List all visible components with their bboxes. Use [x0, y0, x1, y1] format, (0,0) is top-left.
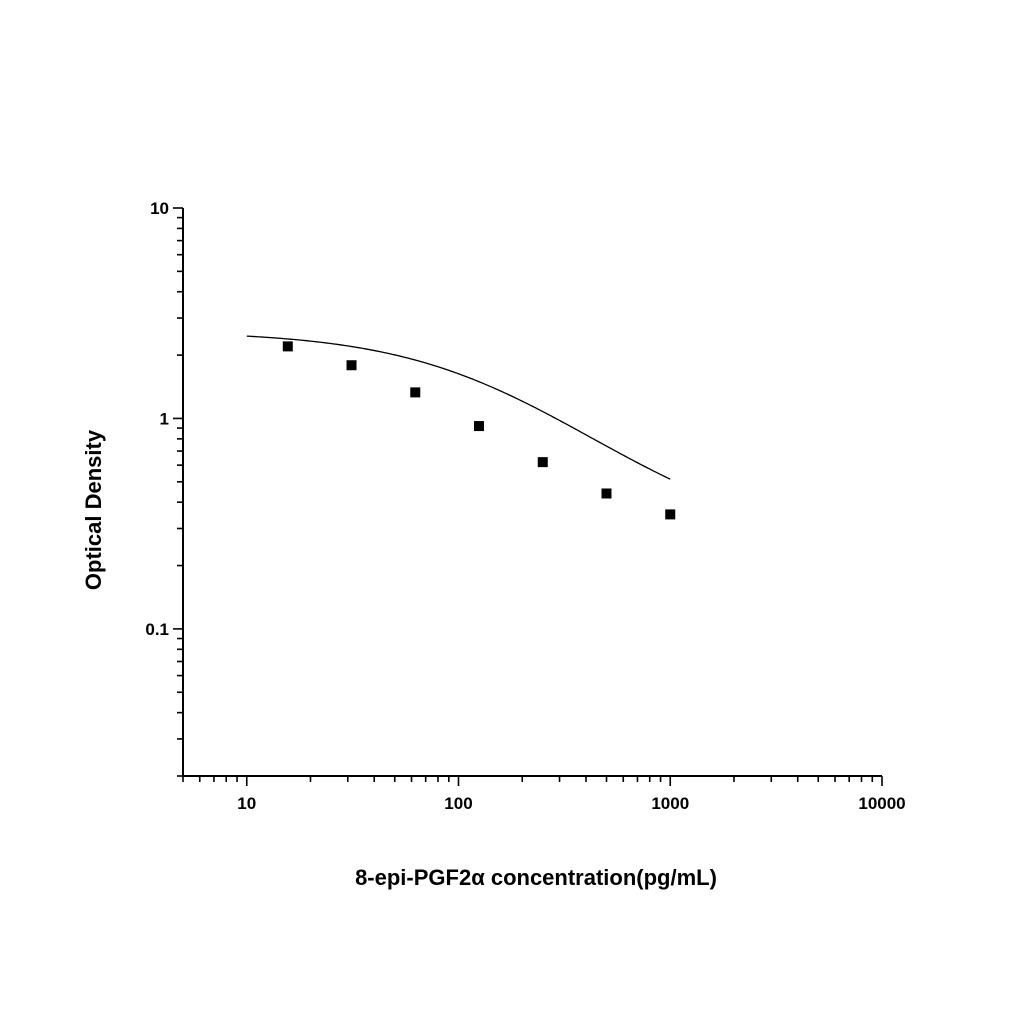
x-axis-title: 8-epi-PGF2α concentration(pg/mL)	[355, 865, 717, 890]
x-tick-label: 1000	[651, 794, 689, 813]
fit-curve	[246, 335, 671, 480]
x-tick-label: 10000	[858, 794, 905, 813]
data-point	[601, 488, 612, 499]
data-point	[665, 509, 676, 520]
x-tick-labels: 10 100 1000 10000	[237, 794, 905, 813]
x-tick-label: 100	[444, 794, 472, 813]
data-point	[474, 421, 485, 432]
y-axis-title: Optical Density	[81, 429, 106, 590]
y-tick-label: 1	[160, 409, 169, 428]
data-point	[410, 387, 421, 398]
data-point	[346, 360, 357, 371]
x-tick-label: 10	[237, 794, 256, 813]
data-point	[537, 457, 548, 468]
y-tick-labels: 0.1 1 10	[145, 199, 169, 639]
data-point	[282, 341, 293, 352]
y-tick-label: 10	[150, 199, 169, 218]
y-tick-label: 0.1	[145, 620, 169, 639]
y-axis-ticks	[173, 207, 183, 777]
x-axis-ticks	[182, 776, 883, 786]
data-points	[282, 341, 676, 520]
